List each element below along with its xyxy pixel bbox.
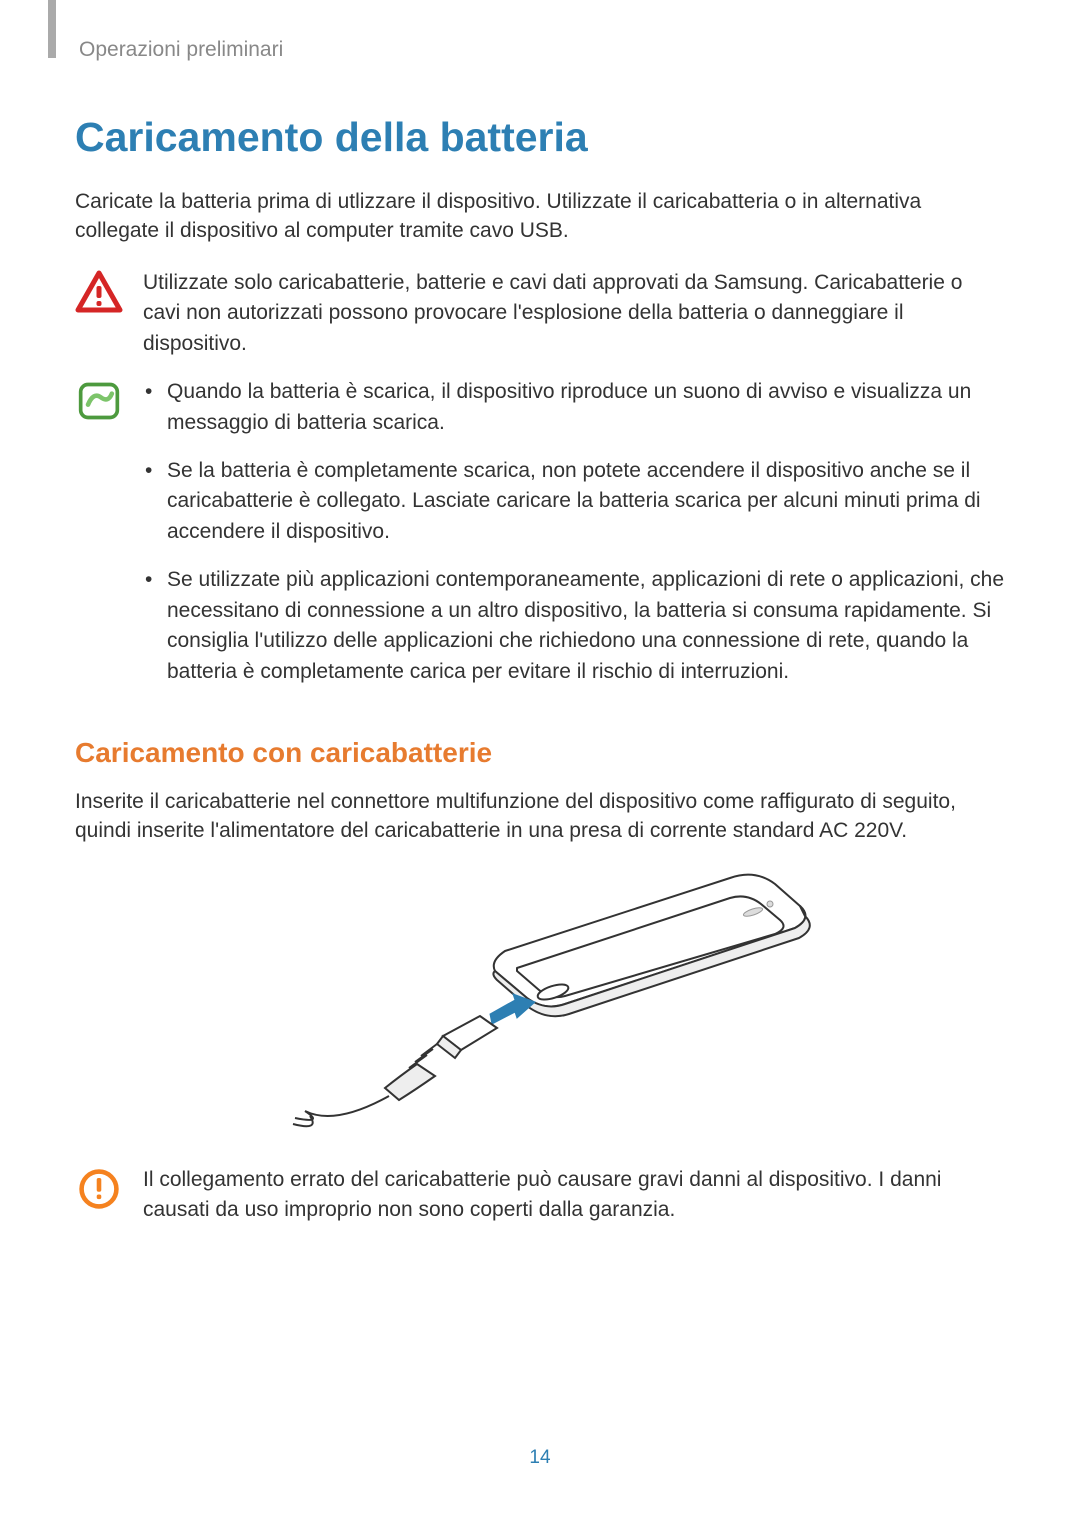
breadcrumb: Operazioni preliminari [75,38,1005,62]
warning-callout: Utilizzate solo caricabatterie, batterie… [75,268,1005,359]
intro-paragraph: Caricate la batteria prima di utlizzare … [75,187,1005,246]
caution-icon [75,1167,123,1211]
section-paragraph: Inserite il caricabatterie nel connettor… [75,787,1005,846]
page-number: 14 [0,1447,1080,1469]
caution-text: Il collegamento errato del caricabatteri… [143,1165,1005,1226]
note-body: Quando la batteria è scarica, il disposi… [143,377,1005,705]
page-side-tab [48,0,56,58]
section-subtitle: Caricamento con caricabatterie [75,737,1005,769]
note-icon [75,379,123,423]
page-content: Operazioni preliminari Caricamento della… [0,0,1080,1226]
warning-icon [75,270,123,314]
note-item: Quando la batteria è scarica, il disposi… [143,377,1005,438]
caution-callout: Il collegamento errato del caricabatteri… [75,1165,1005,1226]
note-callout: Quando la batteria è scarica, il disposi… [75,377,1005,705]
note-list: Quando la batteria è scarica, il disposi… [143,377,1005,687]
page-title: Caricamento della batteria [75,114,1005,161]
warning-text: Utilizzate solo caricabatterie, batterie… [143,268,1005,359]
note-item: Se utilizzate più applicazioni contempor… [143,565,1005,687]
note-item: Se la batteria è completamente scarica, … [143,456,1005,547]
charger-illustration [75,866,1005,1141]
